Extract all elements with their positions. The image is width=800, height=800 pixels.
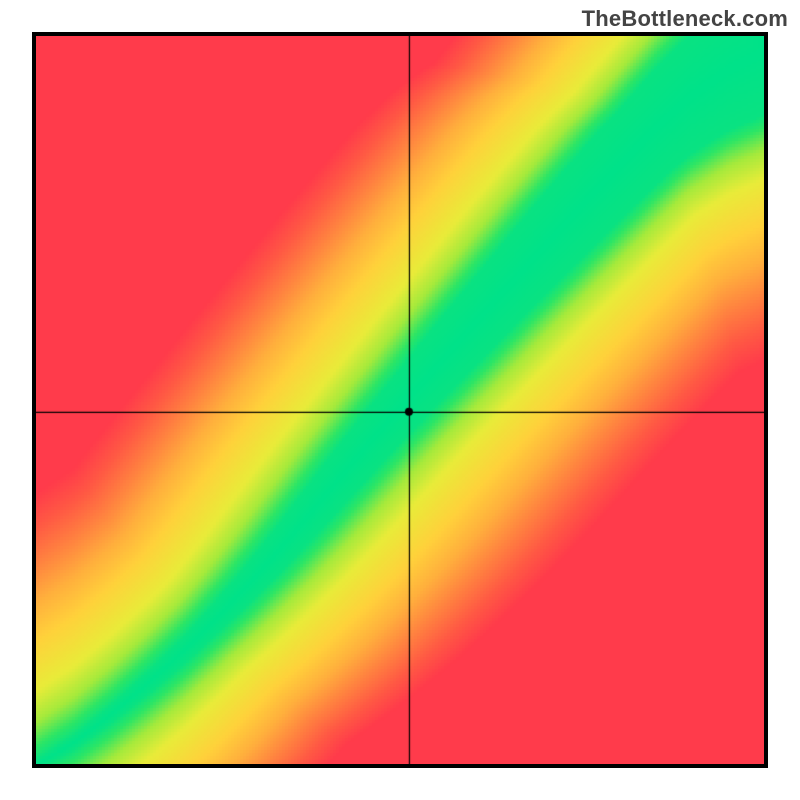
plot-area bbox=[36, 36, 764, 764]
heatmap-canvas bbox=[36, 36, 764, 764]
chart-container: TheBottleneck.com bbox=[0, 0, 800, 800]
attribution-text: TheBottleneck.com bbox=[582, 6, 788, 32]
